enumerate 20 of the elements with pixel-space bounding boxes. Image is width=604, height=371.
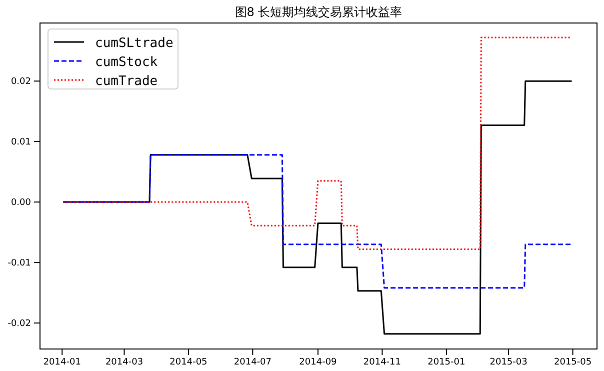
legend-label: cumTrade bbox=[95, 74, 158, 89]
y-tick-label: -0.01 bbox=[8, 258, 31, 268]
x-tick-label: 2014-05 bbox=[170, 357, 208, 368]
legend-label: cumSLtrade bbox=[95, 36, 174, 51]
x-tick-label: 2015-05 bbox=[554, 357, 592, 368]
y-tick-label: 0.00 bbox=[10, 198, 32, 208]
x-tick-label: 2015-01 bbox=[428, 357, 466, 368]
y-tick-label: 0.01 bbox=[10, 137, 31, 148]
x-tick-label: 2014-03 bbox=[105, 357, 144, 368]
x-tick-label: 2014-09 bbox=[299, 357, 338, 368]
line-series bbox=[62, 36, 572, 250]
line-series bbox=[62, 154, 572, 289]
x-tick-label: 2015-03 bbox=[490, 357, 528, 368]
chart-title: 图8 长短期均线交易累计收益率 bbox=[234, 5, 402, 19]
x-tick-label: 2014-01 bbox=[43, 357, 81, 368]
y-tick-label: 0.02 bbox=[10, 76, 31, 87]
legend-label: cumStock bbox=[95, 55, 158, 70]
x-tick-label: 2014-07 bbox=[234, 357, 272, 368]
y-tick-label: -0.02 bbox=[8, 318, 31, 329]
x-tick-label: 2014-11 bbox=[363, 357, 402, 368]
